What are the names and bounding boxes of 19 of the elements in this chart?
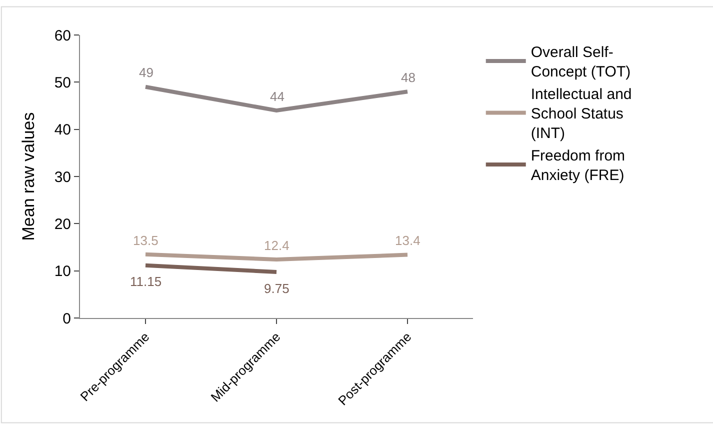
data-label: 44: [270, 89, 284, 104]
y-tick-label: 30: [54, 168, 71, 186]
legend-label: Overall Self-Concept (TOT): [530, 44, 631, 81]
legend-label: Freedom from Anxiety (FRE): [530, 148, 626, 184]
data-label: 48: [401, 70, 416, 85]
data-label: 13.4: [395, 233, 420, 248]
data-label: 13.5: [133, 233, 158, 248]
y-tick-label: 10: [54, 263, 71, 280]
y-tick-label: 60: [54, 27, 71, 44]
data-label: 9.75: [264, 281, 290, 296]
data-label: 12.4: [264, 238, 290, 253]
y-axis-title: Mean raw values: [18, 112, 38, 241]
y-tick-label: 40: [54, 122, 71, 139]
data-label: 49: [139, 65, 154, 80]
legend-label: Intellectual and School Status (INT): [530, 86, 632, 142]
y-tick-label: 20: [54, 216, 71, 233]
y-tick-label: 50: [54, 74, 71, 92]
y-tick-label: 0: [62, 310, 71, 328]
data-label: 11.15: [130, 274, 162, 289]
